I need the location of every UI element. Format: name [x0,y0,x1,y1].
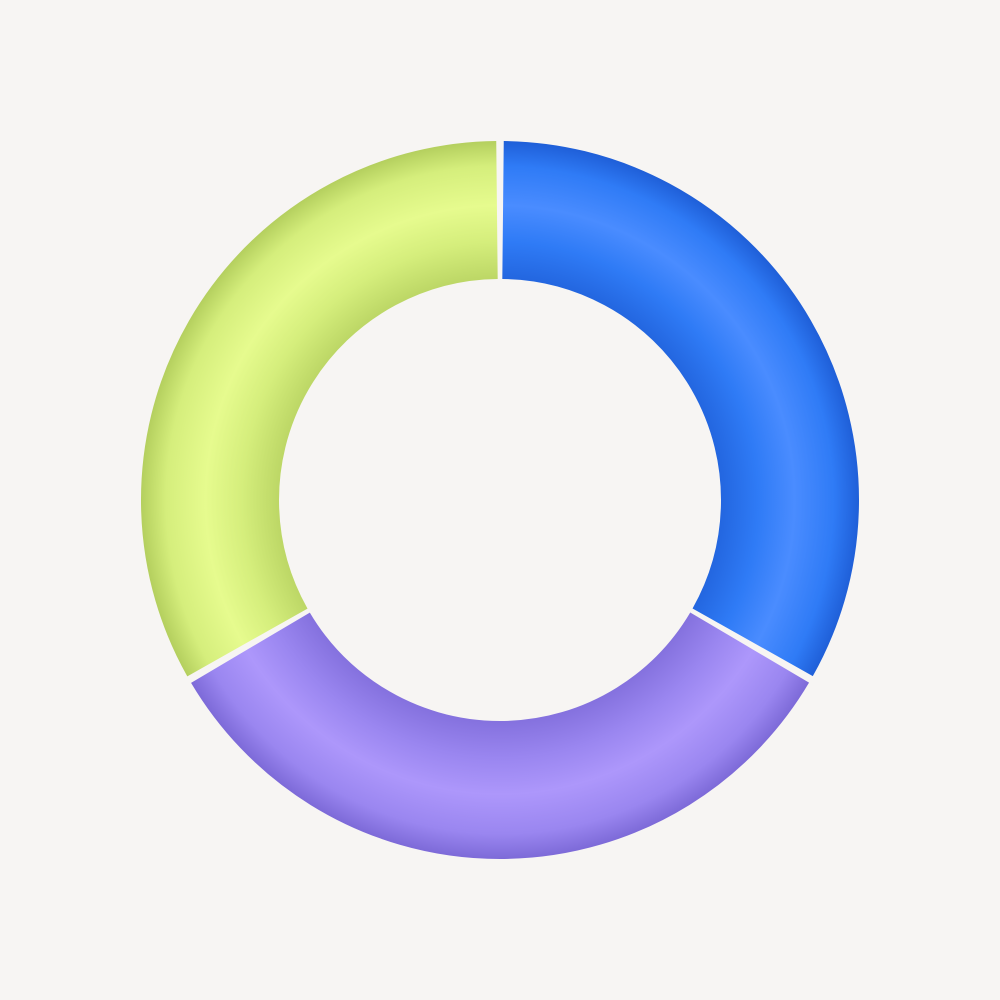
ring-segment-green [141,141,499,677]
ring-segment-purple [191,611,810,859]
ring-segment-blue [501,141,859,677]
